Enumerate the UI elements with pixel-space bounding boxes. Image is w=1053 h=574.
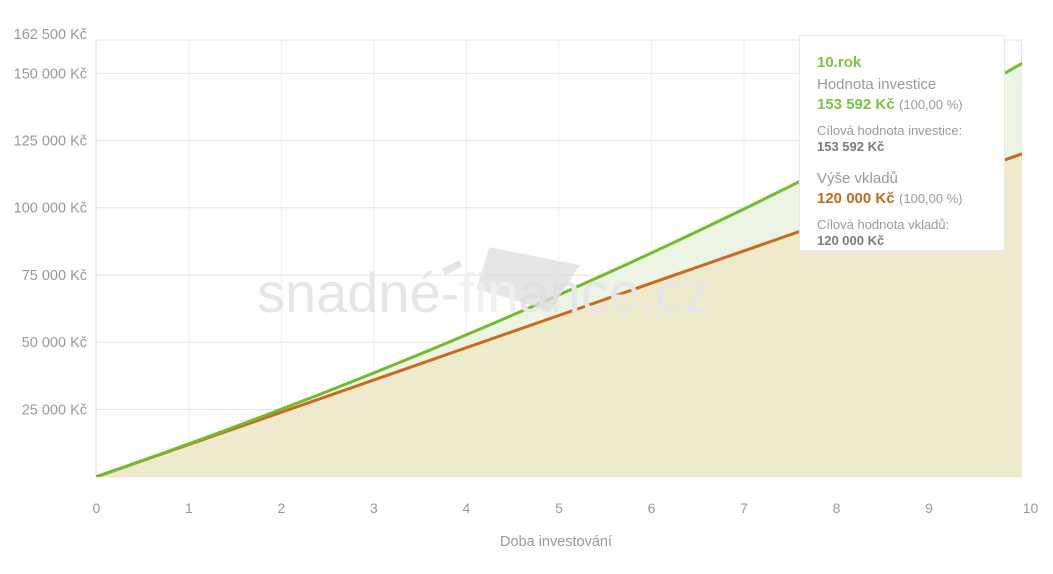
svg-text:125 000 Kč: 125 000 Kč	[14, 134, 87, 150]
svg-text:5: 5	[555, 500, 563, 516]
svg-text:1: 1	[185, 500, 193, 516]
svg-text:25 000 Kč: 25 000 Kč	[22, 403, 87, 419]
svg-text:7: 7	[740, 500, 748, 516]
svg-text:150 000 Kč: 150 000 Kč	[14, 67, 87, 83]
svg-text:6: 6	[648, 500, 656, 516]
svg-text:100 000 Kč: 100 000 Kč	[14, 201, 87, 217]
svg-text:0: 0	[93, 500, 101, 516]
svg-text:8: 8	[833, 500, 841, 516]
svg-text:10: 10	[1023, 500, 1039, 516]
svg-text:162 500 Kč: 162 500 Kč	[14, 27, 87, 43]
svg-text:50 000 Kč: 50 000 Kč	[22, 335, 87, 351]
svg-text:2: 2	[278, 500, 286, 516]
svg-text:Doba investování: Doba investování	[500, 534, 612, 550]
svg-text:4: 4	[463, 500, 471, 516]
svg-text:75 000 Kč: 75 000 Kč	[22, 268, 87, 284]
svg-text:snadné-fin: snadné-fin	[257, 261, 519, 324]
svg-text:9: 9	[925, 500, 933, 516]
svg-text:3: 3	[370, 500, 378, 516]
